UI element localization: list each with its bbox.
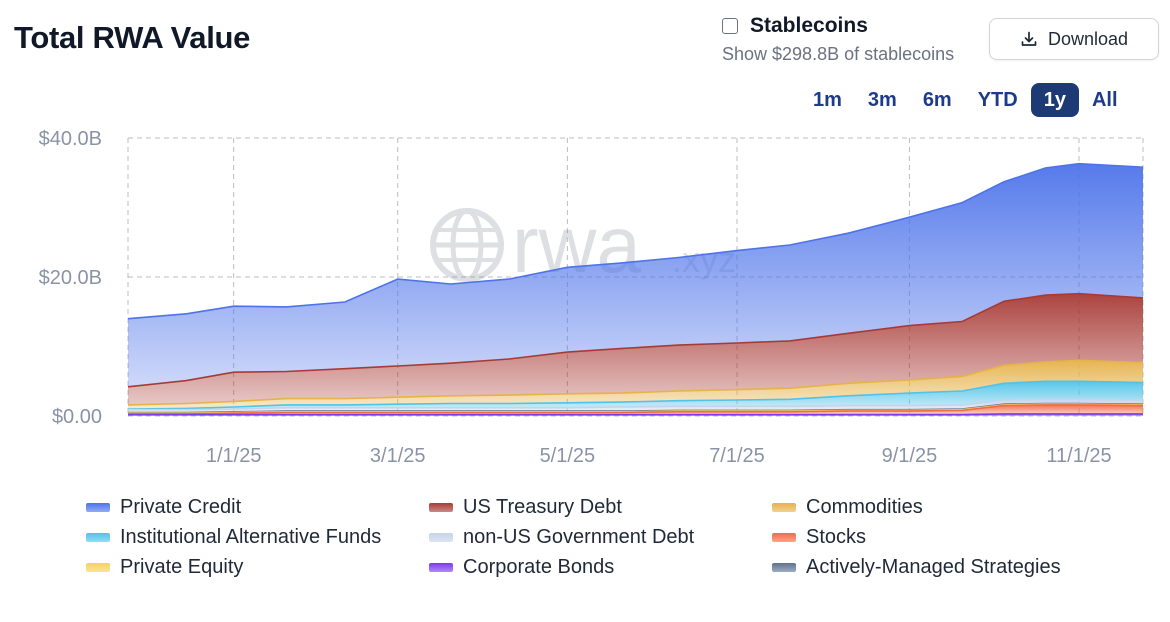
x-tick-label: 5/1/25	[540, 445, 596, 467]
legend-label: Private Credit	[120, 495, 242, 518]
range-all[interactable]: All	[1091, 88, 1118, 111]
range-3m[interactable]: 3m	[867, 88, 897, 111]
line-non-us-government-debt	[128, 398, 1144, 411]
legend-item[interactable]: Institutional Alternative Funds	[86, 526, 429, 548]
x-tick-label: 11/1/25	[1046, 445, 1111, 467]
legend-swatch	[772, 532, 796, 542]
legend-swatch	[86, 532, 110, 542]
download-label: Download	[1047, 28, 1129, 49]
legend-item[interactable]: Stocks	[772, 526, 1115, 548]
legend-label: Actively-Managed Strategies	[806, 555, 1061, 578]
chart-legend: Private Credit US Treasury Debt Commoditie…	[86, 496, 1146, 578]
legend-swatch	[429, 502, 453, 512]
line-commodities	[127, 359, 1144, 406]
area-commodities	[128, 360, 1143, 410]
legend-swatch	[429, 562, 453, 572]
area-stocks	[128, 404, 1143, 415]
x-axis-ticks: 1/1/25 3/1/25 5/1/25 7/1/25 9/1/25 11/1/25	[206, 445, 1112, 467]
legend-swatch	[772, 562, 796, 572]
legend-label: Stocks	[806, 525, 867, 548]
line-private-credit	[127, 162, 1144, 320]
stablecoins-checkbox[interactable]	[722, 18, 738, 34]
legend-item[interactable]: Private Equity	[86, 556, 429, 578]
y-tick-label: $40.0B	[39, 128, 102, 150]
line-stocks	[128, 404, 1144, 415]
legend-label: US Treasury Debt	[463, 495, 622, 518]
page-title: Total RWA Value	[14, 20, 251, 55]
legend-item[interactable]: US Treasury Debt	[429, 496, 772, 518]
stablecoins-toggle[interactable]: Stablecoins Show $298.8B of stablecoins	[722, 14, 954, 65]
legend-item[interactable]: Actively-Managed Strategies	[772, 556, 1115, 578]
legend-label: Private Equity	[120, 555, 244, 578]
line-us-treasury-debt	[127, 292, 1144, 388]
x-tick-label: 1/1/25	[206, 445, 262, 467]
y-tick-label: $0.00	[52, 406, 102, 428]
y-axis-ticks: $0.00 $20.0B $40.0B	[39, 128, 102, 428]
legend-label: Corporate Bonds	[463, 555, 615, 578]
x-tick-label: 9/1/25	[882, 445, 938, 467]
rwa-stacked-area-chart: rwa .xyz $0.00$20.0B$40.0B 1/1/253/1/255…	[39, 128, 1144, 467]
area-us-treasury-debt	[128, 293, 1143, 405]
legend-item[interactable]: non-US Government Debt	[429, 526, 772, 548]
range-6m[interactable]: 6m	[922, 88, 952, 111]
legend-swatch	[772, 502, 796, 512]
legend-item[interactable]: Commodities	[772, 496, 1115, 518]
x-tick-label: 3/1/25	[370, 445, 426, 467]
globe-icon	[430, 208, 504, 282]
legend-swatch	[86, 502, 110, 512]
legend-swatch	[86, 562, 110, 572]
range-1m[interactable]: 1m	[813, 88, 842, 111]
legend-label: Institutional Alternative Funds	[120, 525, 382, 548]
legend-swatch	[429, 532, 453, 542]
line-corporate-bonds	[128, 413, 1143, 416]
range-ytd[interactable]: YTD	[977, 88, 1018, 111]
stablecoins-subtext: Show $298.8B of stablecoins	[722, 44, 955, 64]
range-1y[interactable]: 1y	[1030, 83, 1079, 117]
download-icon	[1020, 30, 1038, 48]
line-institutional-alternative-funds	[127, 380, 1144, 410]
legend-item[interactable]: Private Credit	[86, 496, 429, 518]
area-institutional-alternative-funds	[128, 381, 1143, 410]
legend-label: Commodities	[806, 495, 923, 518]
x-tick-label: 7/1/25	[709, 445, 765, 467]
download-button[interactable]: Download	[989, 18, 1159, 60]
series-areas	[127, 162, 1144, 416]
y-tick-label: $20.0B	[39, 267, 102, 289]
range-selector: 1m 3m 6m YTD 1y All	[800, 83, 1131, 117]
stablecoins-label: Stablecoins	[750, 14, 868, 37]
legend-label: non-US Government Debt	[463, 525, 695, 548]
legend-item[interactable]: Corporate Bonds	[429, 556, 772, 578]
area-private-credit	[128, 163, 1143, 387]
